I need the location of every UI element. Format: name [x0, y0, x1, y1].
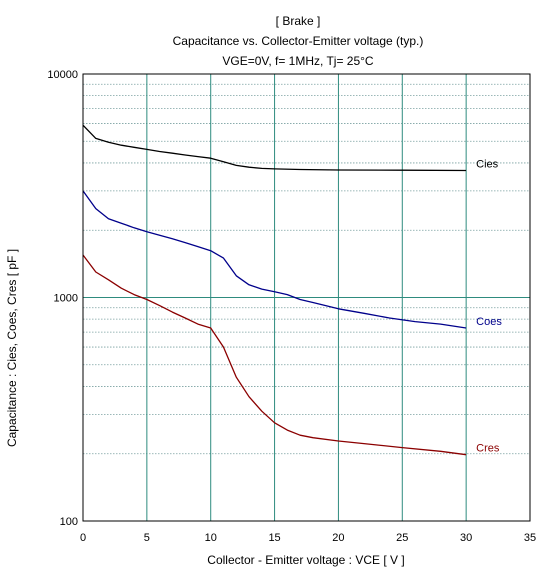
series-labels: Cies Coes Cres: [476, 159, 502, 455]
y-axis-label: Capacitance : Cies, Coes, Cres [ pF ]: [5, 249, 19, 447]
y-tick-label: 10000: [47, 69, 78, 81]
grid: [83, 74, 530, 521]
y-tick-label: 1000: [54, 293, 78, 305]
series-line-coes: [82, 190, 467, 329]
series-line-cres: [82, 254, 467, 456]
series-label-cies: Cies: [476, 159, 499, 171]
x-axis-label: Collector - Emitter voltage : VCE [ V ]: [207, 553, 404, 567]
x-tick-label: 35: [524, 532, 536, 544]
series-line-cies: [82, 124, 467, 172]
series-lines: [82, 124, 467, 456]
x-tick-label: 25: [396, 532, 408, 544]
x-tick-label: 10: [205, 532, 217, 544]
series-label-cres: Cres: [476, 443, 500, 455]
x-tick-label: 5: [144, 532, 150, 544]
x-tick-label: 0: [80, 532, 86, 544]
chart-title-line-2: Capacitance vs. Collector-Emitter voltag…: [173, 34, 424, 48]
y-tick-label: 100: [60, 516, 78, 528]
x-tick-label: 30: [460, 532, 472, 544]
chart-title-line-1: [ Brake ]: [276, 14, 321, 28]
plot-frame: [82, 73, 531, 522]
series-label-coes: Coes: [476, 316, 502, 328]
x-tick-label: 20: [332, 532, 344, 544]
x-tick-label: 15: [268, 532, 280, 544]
chart-title-line-3: VGE=0V, f= 1MHz, Tj= 25°C: [222, 54, 374, 68]
axis-ticks: 0 5 10 15 20 25 30 35 100 1000 10000: [47, 69, 536, 544]
